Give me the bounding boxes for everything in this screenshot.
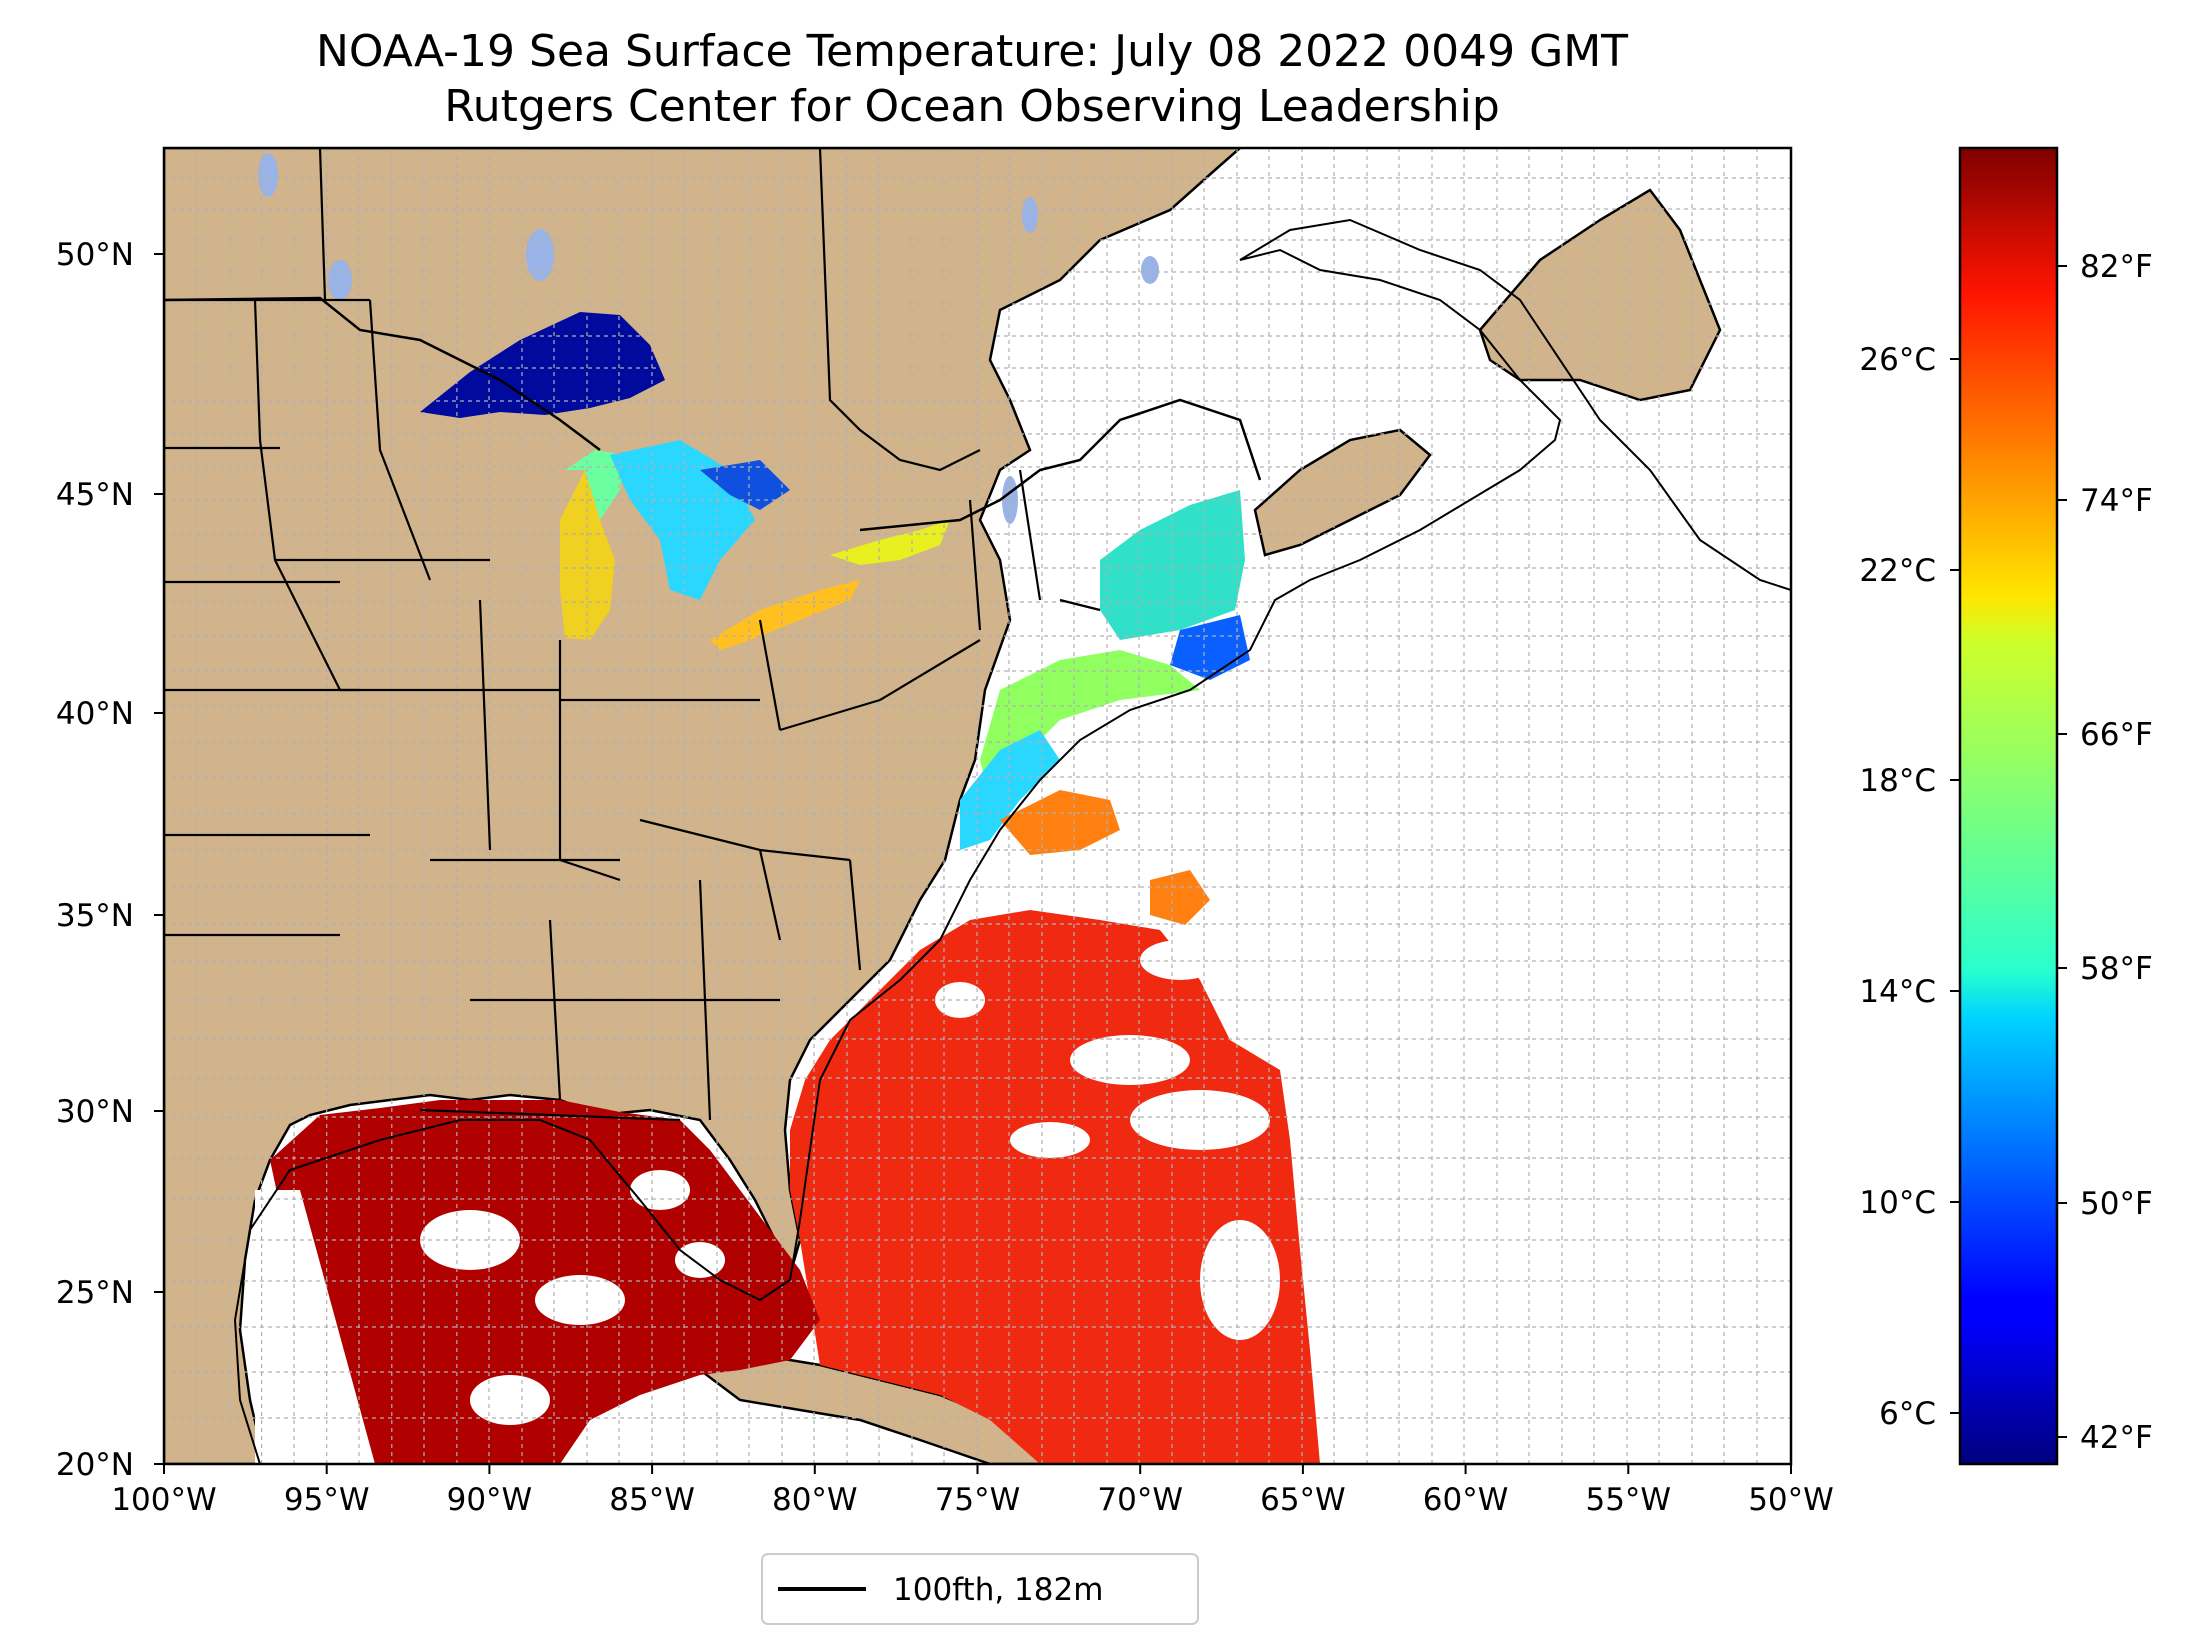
lat-tick-label: 25°N (56, 1275, 134, 1311)
fahrenheit-tick-label: 58°F (2080, 951, 2153, 987)
sst-mid-atlantic-shelf (980, 650, 1200, 800)
legend: 100fth, 182m (761, 1553, 1199, 1625)
colorbar-fahrenheit-ticks (2057, 265, 2067, 1438)
lat-axis (154, 253, 164, 1465)
fahrenheit-tick-label: 66°F (2080, 717, 2153, 753)
state-borders (164, 298, 1101, 1122)
lat-tick-labels: 20°N 25°N 30°N 35°N 40°N 45°N 50°N (56, 237, 134, 1483)
lon-tick-labels: 100°W 95°W 90°W 85°W 80°W 75°W 70°W 65°W… (111, 1482, 1833, 1518)
sst-gulf-stream-patch-2 (1150, 870, 1210, 925)
sst-lake-superior (420, 312, 665, 418)
fahrenheit-tick-label: 82°F (2080, 249, 2153, 285)
sst-south-atlantic (790, 910, 1320, 1464)
legend-label: 100fth, 182m (893, 1572, 1103, 1608)
fahrenheit-tick-label: 50°F (2080, 1186, 2153, 1222)
celsius-tick-label: 18°C (1859, 763, 1936, 799)
title-line-2: Rutgers Center for Ocean Observing Leade… (444, 81, 1500, 132)
province-borders (318, 148, 981, 472)
isobath-100fth (233, 218, 1791, 1464)
sst-gulf-stream-patch-1 (1000, 790, 1120, 855)
lon-tick-label: 65°W (1260, 1482, 1346, 1518)
lon-tick-label: 95°W (284, 1482, 370, 1518)
lon-tick-label: 55°W (1585, 1482, 1671, 1518)
sst-lake-michigan (560, 470, 615, 640)
cloud-gaps (255, 940, 1280, 1464)
sst-mid-atlantic-cold (960, 730, 1060, 850)
graticule (164, 148, 1791, 1464)
inland-lakes (258, 153, 1159, 524)
sst-lake-erie (710, 580, 860, 650)
land-nova-scotia (1253, 428, 1432, 557)
celsius-tick-label: 10°C (1859, 1185, 1936, 1221)
lat-tick-label: 30°N (56, 1094, 134, 1130)
colorbar-celsius-ticks (1950, 358, 1960, 1414)
lon-tick-label: 100°W (111, 1482, 216, 1518)
lon-tick-label: 85°W (609, 1482, 695, 1518)
lon-tick-label: 60°W (1423, 1482, 1509, 1518)
celsius-tick-label: 6°C (1879, 1396, 1936, 1432)
fahrenheit-tick-label: 42°F (2080, 1420, 2153, 1456)
lon-tick-label: 75°W (935, 1482, 1021, 1518)
legend-box (761, 1553, 1199, 1625)
lon-tick-label: 80°W (772, 1482, 858, 1518)
sst-georgian-bay (700, 460, 790, 510)
lat-tick-label: 45°N (56, 477, 134, 513)
colorbar (1958, 146, 2059, 1466)
lat-tick-label: 35°N (56, 898, 134, 934)
celsius-tick-label: 26°C (1859, 342, 1936, 378)
title-line-1: NOAA-19 Sea Surface Temperature: July 08… (316, 26, 1628, 77)
lon-axis (163, 1464, 1792, 1474)
lon-tick-label: 90°W (447, 1482, 533, 1518)
lon-tick-label: 50°W (1748, 1482, 1834, 1518)
celsius-tick-label: 22°C (1859, 553, 1936, 589)
lat-tick-label: 50°N (56, 237, 134, 273)
sst-lake-ontario (830, 520, 950, 565)
lat-tick-label: 20°N (56, 1447, 134, 1483)
colorbar-celsius-labels: 6°C 10°C 14°C 18°C 22°C 26°C (1859, 342, 1936, 1432)
colorbar-fahrenheit-labels: 42°F 50°F 58°F 66°F 74°F 82°F (2080, 249, 2153, 1456)
map-panel (164, 148, 1791, 1464)
us-canada-border (164, 296, 1262, 532)
celsius-tick-label: 14°C (1859, 974, 1936, 1010)
lat-tick-label: 40°N (56, 696, 134, 732)
fahrenheit-tick-label: 74°F (2080, 483, 2153, 519)
lon-tick-label: 70°W (1097, 1482, 1183, 1518)
